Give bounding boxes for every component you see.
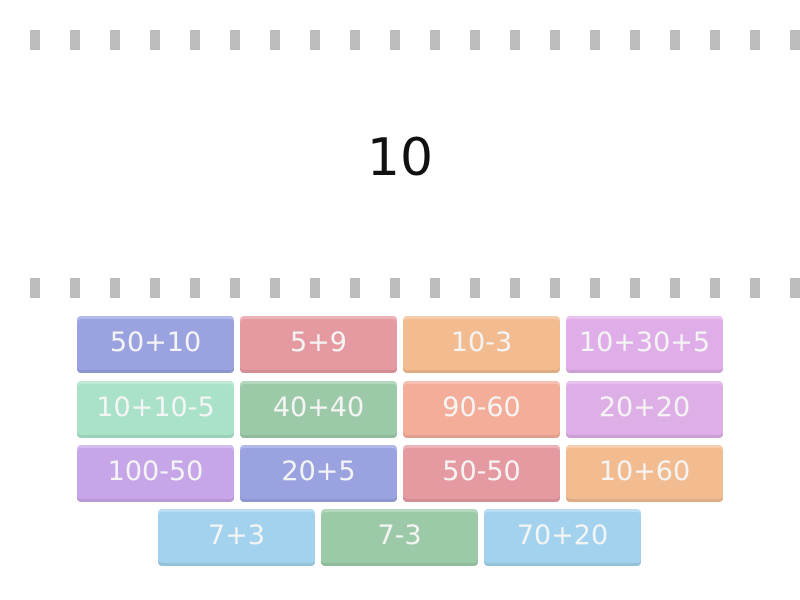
top-divider xyxy=(30,30,800,50)
answer-card[interactable]: 50-50 xyxy=(403,445,560,502)
answer-card[interactable]: 10+10-5 xyxy=(77,380,234,438)
answer-card[interactable]: 70+20 xyxy=(484,509,641,566)
answer-card[interactable]: 10+30+5 xyxy=(566,316,723,373)
answer-card[interactable]: 20+20 xyxy=(566,380,723,438)
answer-card[interactable]: 7-3 xyxy=(321,509,478,566)
answer-card[interactable]: 50+10 xyxy=(77,316,234,373)
answer-card[interactable]: 10-3 xyxy=(403,316,560,373)
answer-card[interactable]: 20+5 xyxy=(240,445,397,502)
answer-card[interactable]: 40+40 xyxy=(240,380,397,438)
bottom-divider xyxy=(30,278,800,298)
target-number: 10 xyxy=(366,128,434,188)
answer-card[interactable]: 100-50 xyxy=(77,445,234,502)
answer-card[interactable]: 7+3 xyxy=(158,509,315,566)
answer-card[interactable]: 90-60 xyxy=(403,380,560,438)
answer-card[interactable]: 10+60 xyxy=(566,445,723,502)
answer-card[interactable]: 5+9 xyxy=(240,316,397,373)
